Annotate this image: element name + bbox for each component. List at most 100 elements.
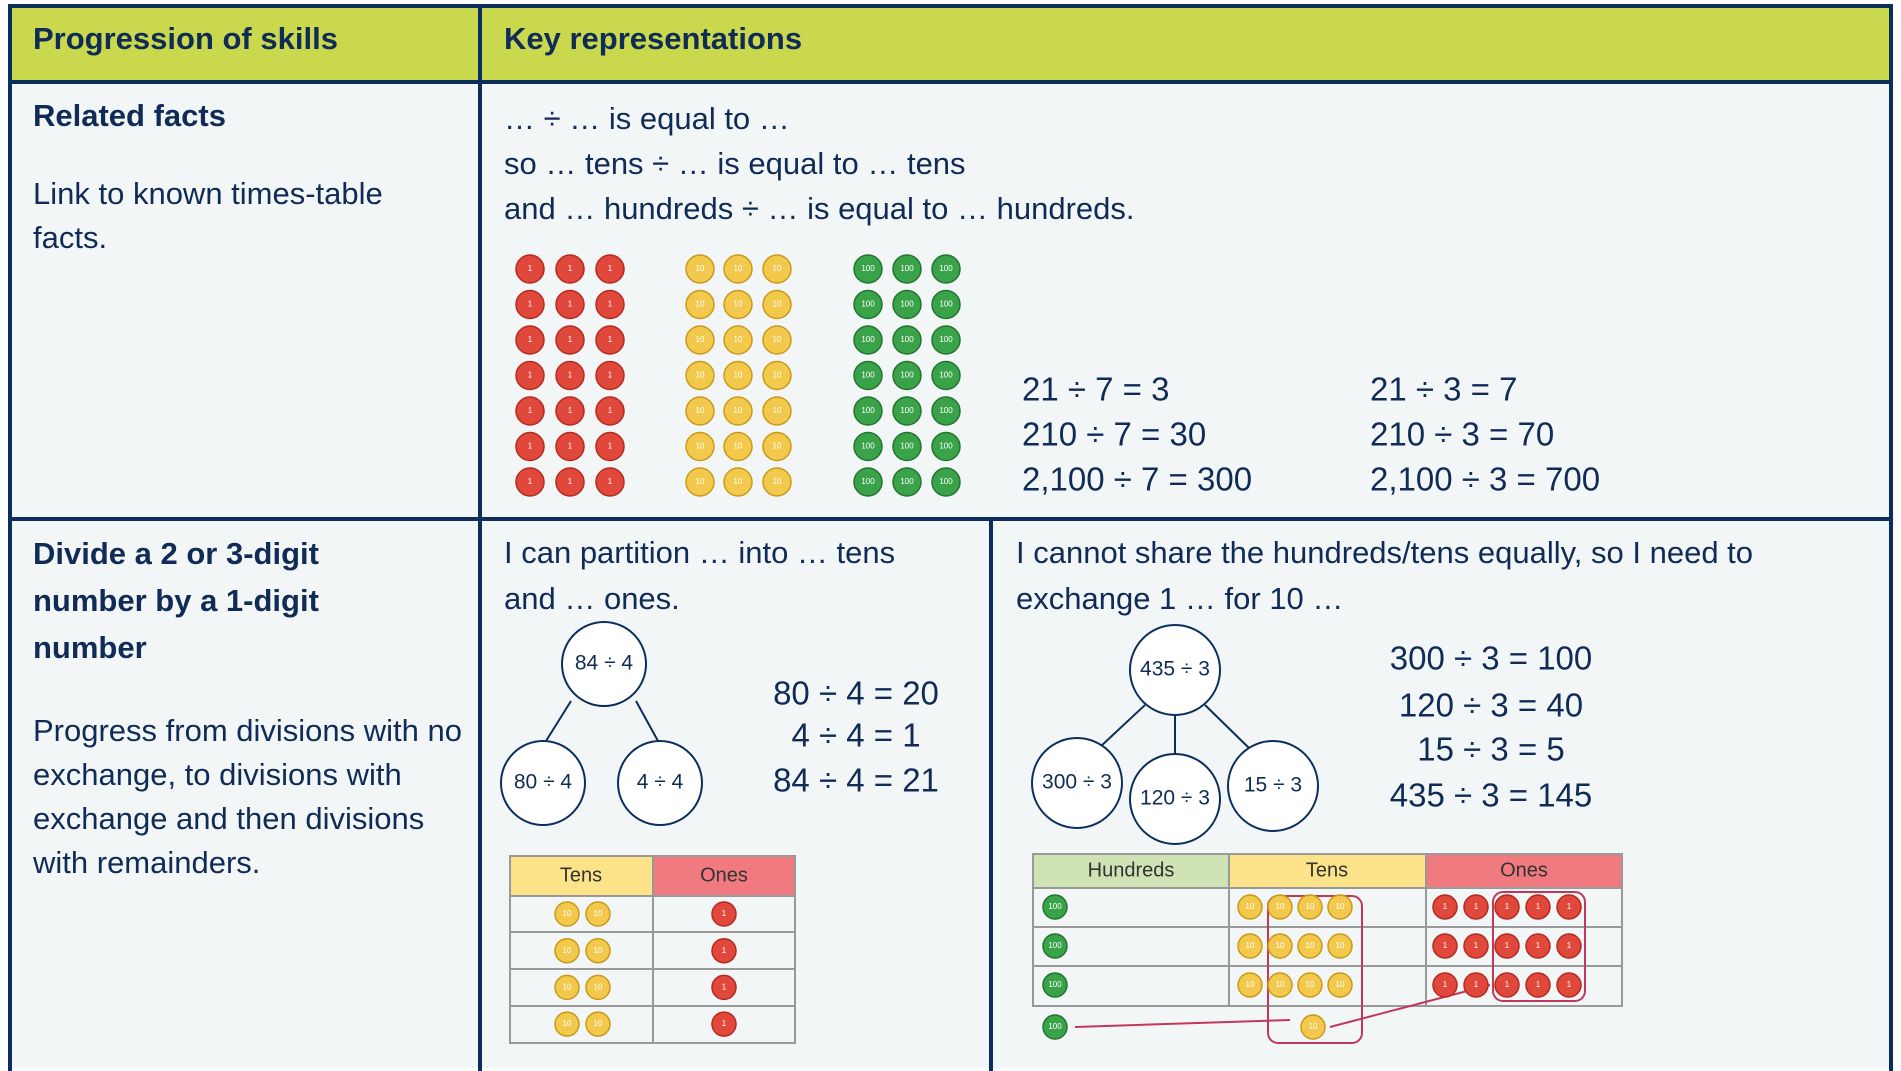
counter-label: 1 xyxy=(568,442,573,451)
counter xyxy=(595,254,625,284)
counter xyxy=(1525,894,1551,920)
counter-label: 1 xyxy=(608,477,613,486)
counter-label: 10 xyxy=(734,442,743,451)
counter xyxy=(1297,894,1323,920)
counter xyxy=(711,974,737,1001)
counter xyxy=(595,431,625,462)
counter-label: 10 xyxy=(696,371,705,380)
counter xyxy=(554,974,580,1001)
counter-label: 1 xyxy=(1443,902,1448,911)
counter xyxy=(892,360,922,391)
counter-label: 1 xyxy=(568,477,573,486)
counter xyxy=(1237,894,1263,920)
counter-label: 1 xyxy=(1505,980,1510,989)
counter-label: 100 xyxy=(939,300,953,309)
counter xyxy=(554,901,580,927)
header-bg xyxy=(10,6,1891,82)
counter xyxy=(1297,972,1323,998)
counter-label: 100 xyxy=(939,406,953,415)
counter-label: 10 xyxy=(696,335,705,344)
counter-label: 10 xyxy=(696,442,705,451)
counter-label: 1 xyxy=(1567,980,1572,989)
counter-label: 1 xyxy=(1474,980,1479,989)
counter-label: 100 xyxy=(900,264,914,273)
counter-label: 10 xyxy=(734,371,743,380)
counter-label: 10 xyxy=(1306,902,1315,911)
counter xyxy=(1042,1014,1068,1040)
equation: 300 ÷ 3 = 100 xyxy=(1390,640,1593,677)
counter xyxy=(554,1011,580,1037)
counter-label: 10 xyxy=(1336,941,1345,950)
counter-label: 10 xyxy=(594,983,603,992)
counter xyxy=(931,254,961,284)
table-header: Hundreds xyxy=(1088,859,1175,881)
counter-label: 1 xyxy=(1443,941,1448,950)
part-whole-1 xyxy=(500,621,703,826)
counter xyxy=(1267,933,1293,959)
part-label: 80 ÷ 4 xyxy=(514,771,573,794)
counter-label: 10 xyxy=(1246,941,1255,950)
equation: 4 ÷ 4 = 1 xyxy=(791,717,920,754)
counter xyxy=(1556,933,1582,959)
counter-label: 1 xyxy=(608,335,613,344)
counter-label: 1 xyxy=(608,264,613,273)
sentence: … ÷ … is equal to … xyxy=(504,101,790,136)
counter-label: 1 xyxy=(1567,941,1572,950)
counter xyxy=(853,289,883,320)
place-value-table-2 xyxy=(1032,853,1623,1044)
counter-label: 10 xyxy=(1309,1022,1318,1031)
prompt-text: I can partition … into … tens and … ones… xyxy=(504,535,896,616)
counter xyxy=(723,254,753,284)
counter xyxy=(685,360,715,391)
counter-label: 10 xyxy=(1276,941,1285,950)
counter xyxy=(853,431,883,462)
whole-label: 84 ÷ 4 xyxy=(575,652,634,675)
counter-label: 10 xyxy=(773,335,782,344)
counter-label: 1 xyxy=(528,335,533,344)
counter-label: 10 xyxy=(594,909,603,918)
counter-label: 1 xyxy=(1536,980,1541,989)
table-header: Tens xyxy=(560,864,602,886)
part-label: 15 ÷ 3 xyxy=(1244,774,1302,797)
equation: 435 ÷ 3 = 145 xyxy=(1390,777,1593,814)
counter xyxy=(1297,933,1323,959)
equation: 21 ÷ 7 = 3 xyxy=(1022,371,1169,408)
counter xyxy=(595,467,625,497)
counter-label: 100 xyxy=(1048,941,1062,950)
counter xyxy=(585,1011,611,1037)
counter-label: 1 xyxy=(722,946,727,955)
skill-description: Progress from divisions with no exchange… xyxy=(33,713,462,880)
counter xyxy=(555,325,585,355)
counter-label: 1 xyxy=(1474,941,1479,950)
counter xyxy=(762,289,792,320)
counter xyxy=(595,325,625,355)
counter xyxy=(931,396,961,426)
counter-label: 10 xyxy=(1306,941,1315,950)
counter-label: 1 xyxy=(568,406,573,415)
counter xyxy=(585,901,611,927)
counter xyxy=(685,254,715,284)
counter-label: 100 xyxy=(861,264,875,273)
counter xyxy=(723,325,753,355)
counter-label: 10 xyxy=(773,300,782,309)
equation: 80 ÷ 4 = 20 xyxy=(773,675,939,712)
counter xyxy=(1556,972,1582,998)
counter xyxy=(585,937,611,964)
counter xyxy=(595,360,625,391)
counter-label: 10 xyxy=(563,983,572,992)
table-header: Ones xyxy=(700,864,748,886)
counter xyxy=(723,289,753,320)
equation: 21 ÷ 3 = 7 xyxy=(1370,371,1517,408)
equation: 210 ÷ 3 = 70 xyxy=(1370,416,1554,453)
counter-label: 10 xyxy=(594,1019,603,1028)
part-label: 120 ÷ 3 xyxy=(1140,787,1210,810)
counter-label: 100 xyxy=(939,335,953,344)
counter xyxy=(1300,1014,1326,1040)
counter xyxy=(1463,933,1489,959)
counter-label: 10 xyxy=(734,477,743,486)
counter xyxy=(1267,894,1293,920)
counter xyxy=(515,431,545,462)
counter xyxy=(515,360,545,391)
counter-label: 10 xyxy=(594,946,603,955)
